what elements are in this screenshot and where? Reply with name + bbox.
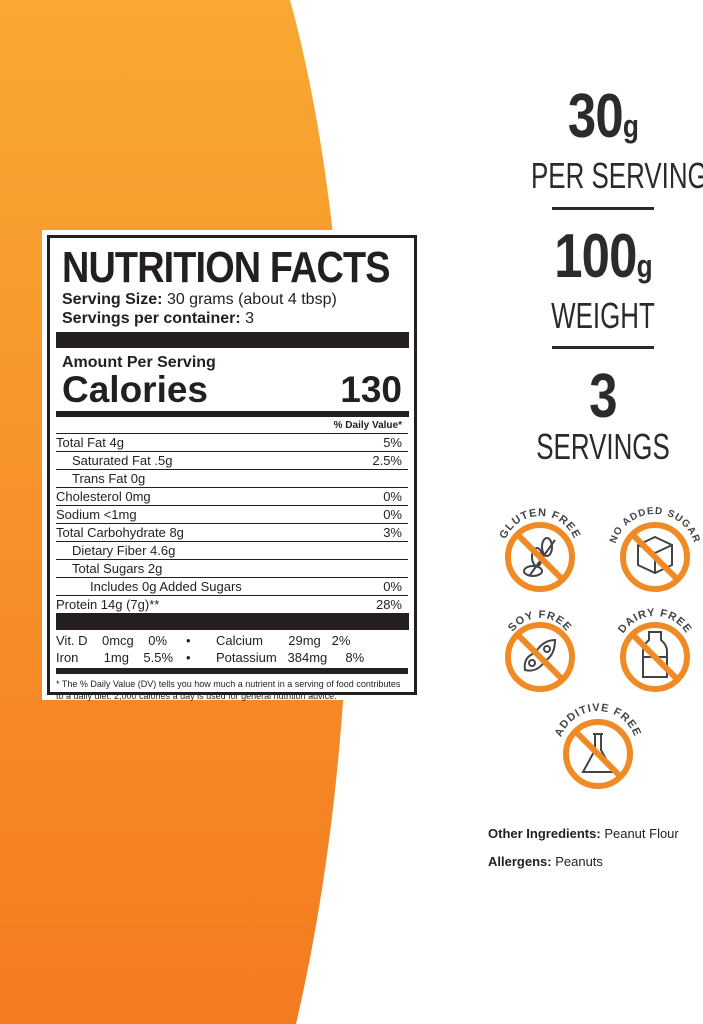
vitamin-row: Vit. D 0mcg 0% • Calcium 29mg 2% — [56, 633, 351, 648]
servings-per-container: Servings per container: 3 — [62, 310, 255, 327]
nutrient-row: Total Fat 4g 5% — [56, 434, 408, 452]
nutrient-row: Saturated Fat .5g 2.5% — [56, 452, 408, 470]
nutrient-row: Total Carbohydrate 8g 3% — [56, 524, 408, 542]
soybean-icon — [523, 638, 557, 672]
vitamin-row: Iron 1mg 5.5% • Potassium 384mg 8% — [56, 650, 365, 665]
divider — [56, 613, 409, 630]
dairy-free-badge: DAIRY FREE — [616, 607, 693, 692]
nutrient-row: Trans Fat 0g — [56, 470, 408, 488]
label-title: NUTRITION FACTS — [62, 243, 391, 292]
nutrient-row: Sodium <1mg 0% — [56, 506, 408, 524]
calories-row: Calories 130 — [62, 369, 402, 410]
nutrient-row: Dietary Fiber 4.6g — [56, 542, 408, 560]
nutrient-row: Total Sugars 2g — [56, 560, 408, 578]
other-ingredients: Other Ingredients: Peanut Flour — [488, 826, 679, 841]
gluten-free-badge: GLUTEN FREE — [497, 507, 582, 592]
soy-free-badge: SOY FREE — [505, 609, 575, 692]
divider — [56, 411, 409, 417]
amount-per-serving: Amount Per Serving — [62, 354, 216, 371]
nutrient-row: Cholesterol 0mg 0% — [56, 488, 408, 506]
nutrition-facts-label: NUTRITION FACTS Serving Size: 30 grams (… — [42, 230, 422, 702]
stat-per-serving: 30g PER SERVING — [531, 82, 703, 196]
nutrient-row: Includes 0g Added Sugars 0% — [56, 578, 408, 596]
footnote: * The % Daily Value (DV) tells you how m… — [56, 668, 408, 702]
divider — [552, 207, 654, 210]
additive-free-badge: ADDITIVE FREE — [553, 702, 642, 789]
divider — [56, 332, 409, 348]
allergens: Allergens: Peanuts — [488, 854, 603, 869]
no-added-sugar-badge: NO ADDED SUGAR — [608, 506, 701, 592]
svg-text:SOY FREE: SOY FREE — [506, 609, 574, 634]
stat-weight: 100g WEIGHT — [551, 222, 655, 336]
nutrient-row: Protein 14g (7g)** 28% — [56, 597, 402, 612]
daily-value-header: % Daily Value* — [56, 417, 408, 434]
divider — [552, 346, 654, 349]
stat-servings: 3 SERVINGS — [536, 362, 670, 467]
serving-size: Serving Size: 30 grams (about 4 tbsp) — [62, 291, 337, 308]
